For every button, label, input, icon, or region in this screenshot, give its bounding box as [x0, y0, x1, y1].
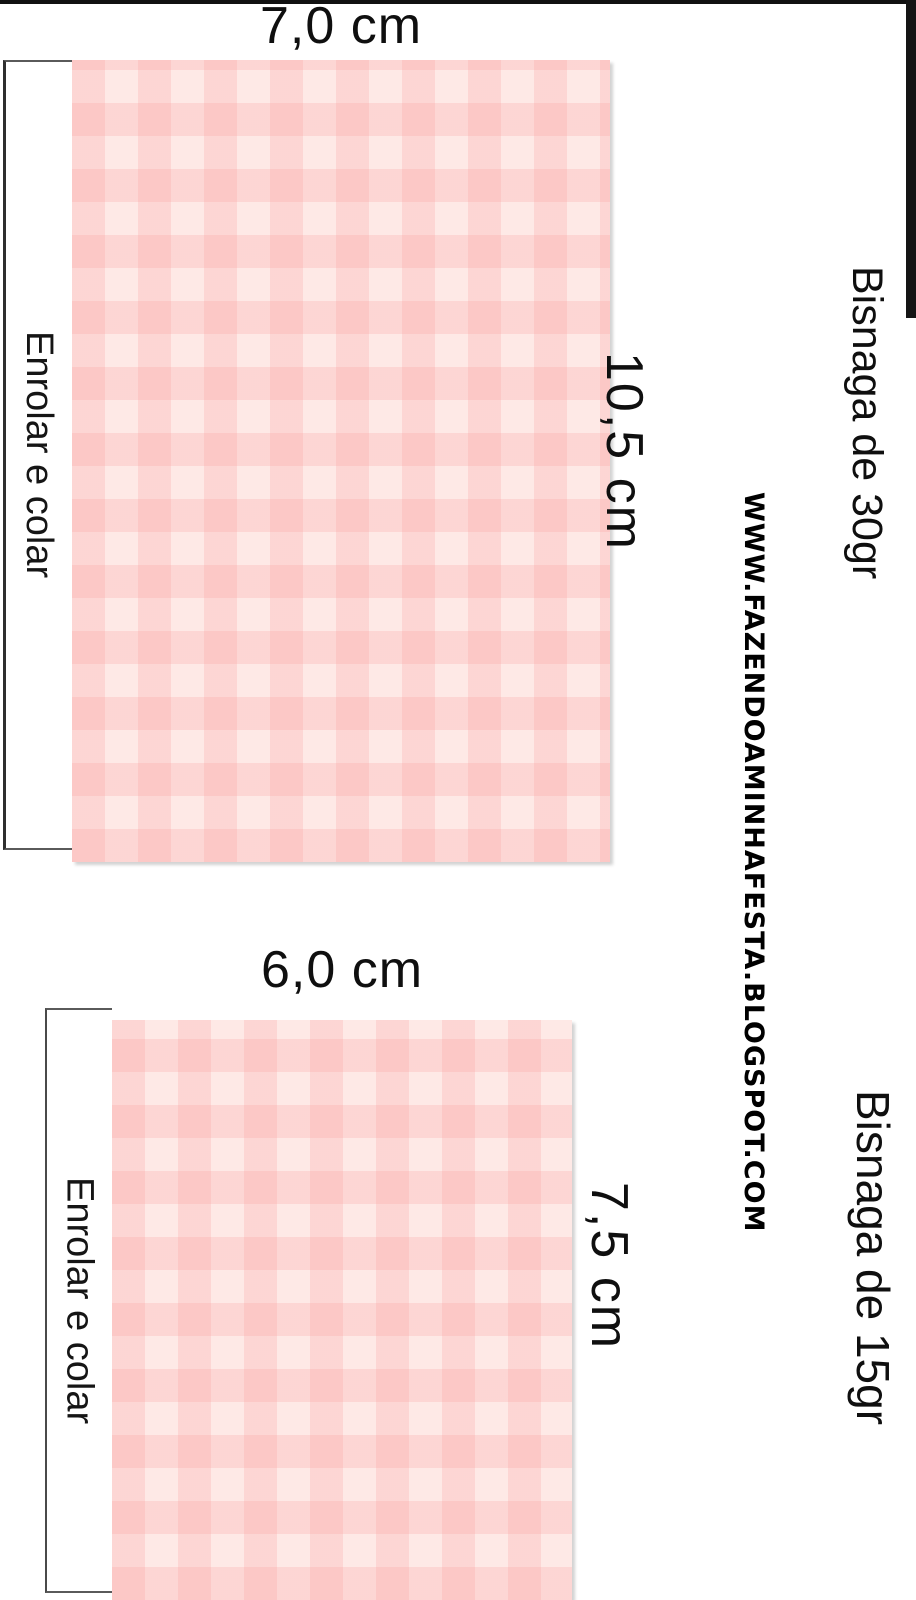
template-name-label-15gr: Bisnaga de 15gr [847, 1090, 899, 1426]
glue-flap-15gr: Enrolar e colar [45, 1008, 112, 1593]
width-dimension-label-15gr: 6,0 cm [260, 941, 424, 999]
gingham-pattern-panel-15gr [112, 1020, 572, 1600]
blog-watermark: WWW.FAZENDOAMINHAFESTA.BLOGSPOT.COM [738, 492, 769, 1233]
glue-flap-30gr: Enrolar e colar [3, 60, 72, 850]
height-dimension-label-15gr: 7,5 cm [580, 1182, 638, 1351]
glue-flap-instruction-15gr: Enrolar e colar [58, 1176, 101, 1425]
template-name-label-30gr: Bisnaga de 30gr [843, 266, 891, 580]
gingham-pattern-panel-30gr [72, 60, 610, 862]
width-dimension-label-30gr: 7,0 cm [259, 0, 423, 55]
scan-top-edge-line [0, 0, 916, 4]
scan-right-edge-bar [906, 0, 916, 318]
height-dimension-label-30gr: 10,5 cm [595, 352, 653, 551]
glue-flap-instruction-30gr: Enrolar e colar [18, 331, 60, 579]
